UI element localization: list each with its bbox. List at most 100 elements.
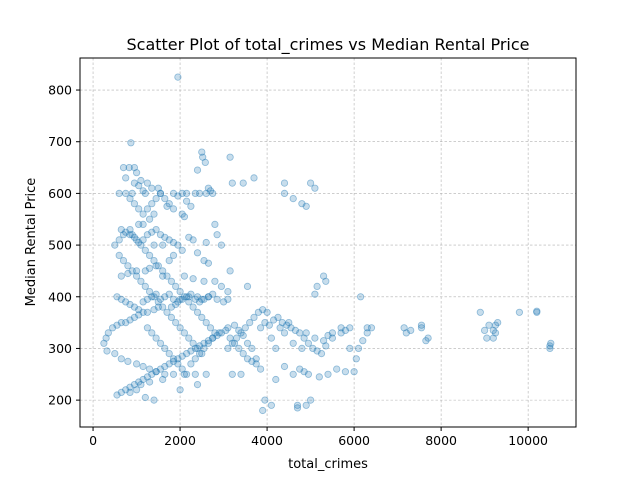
scatter-point <box>141 267 149 275</box>
y-tick-label: 800 <box>48 83 72 98</box>
scatter-point <box>180 370 188 378</box>
scatter-point <box>350 368 358 376</box>
scatter-point <box>272 375 280 384</box>
scatter-point <box>193 308 202 316</box>
scatter-point <box>137 380 145 389</box>
scatter-point <box>311 184 319 192</box>
scatter-point <box>191 370 199 378</box>
scatter-point <box>533 308 541 316</box>
scatter-point <box>213 331 221 340</box>
scatter-point <box>130 313 138 321</box>
scatter-point <box>122 298 130 306</box>
scatter-point <box>319 337 328 345</box>
scatter-point <box>163 272 171 280</box>
scatter-point <box>224 324 232 332</box>
scatter-point <box>143 295 151 303</box>
scatter-point <box>135 306 143 314</box>
scatter-point <box>298 344 306 352</box>
scatter-point <box>313 282 321 290</box>
scatter-point <box>133 360 141 368</box>
scatter-point <box>122 174 130 182</box>
scatter-point <box>133 272 141 280</box>
scatter-point <box>515 308 524 316</box>
scatter-point <box>141 246 149 254</box>
scatter-point <box>222 326 230 334</box>
scatter-point <box>183 349 191 358</box>
axis-ticks: 0 2000 4000 6000 8000 10000 200 300 400 500 600 700… <box>48 83 548 448</box>
scatter-point <box>165 290 173 298</box>
scatter-point <box>485 321 493 329</box>
y-tick-label: 200 <box>48 393 72 408</box>
scatter-point <box>224 287 232 296</box>
scatter-point <box>298 200 306 208</box>
scatter-point <box>480 326 489 334</box>
scatter-point <box>135 238 143 247</box>
scatter-point <box>143 373 151 381</box>
scatter-point <box>200 339 208 347</box>
scatter-point <box>187 290 195 298</box>
scatter-point <box>130 380 138 389</box>
scatter-point <box>165 200 173 208</box>
scatter-point <box>337 324 345 332</box>
scatter-point <box>489 326 497 334</box>
scatter-point <box>209 334 217 342</box>
scatter-point <box>328 334 336 342</box>
scatter-point <box>139 210 147 218</box>
scatter-point <box>169 355 178 363</box>
scatter-point <box>117 388 125 396</box>
scatter-point <box>126 388 134 396</box>
scatter-point <box>139 236 147 244</box>
scatter-point <box>126 231 134 239</box>
data-points <box>100 73 555 415</box>
scatter-point <box>293 404 302 412</box>
scatter-point <box>156 189 165 197</box>
scatter-point <box>146 251 154 259</box>
scatter-point <box>269 316 278 324</box>
scatter-point <box>213 231 221 239</box>
scatter-point <box>154 298 162 306</box>
scatter-point <box>165 349 173 358</box>
scatter-point <box>189 236 197 244</box>
scatter-point <box>122 189 130 197</box>
scatter-point <box>148 184 156 192</box>
scatter-point <box>115 236 123 244</box>
scatter-point <box>261 396 269 404</box>
scatter-point <box>306 179 315 187</box>
scatter-point <box>148 370 156 378</box>
scatter-point <box>402 329 410 337</box>
scatter-point <box>139 308 147 316</box>
scatter-point <box>228 339 236 347</box>
scatter-point <box>161 233 169 241</box>
scatter-point <box>296 365 304 373</box>
scatter-point <box>265 321 273 329</box>
x-tick-label: 0 <box>89 433 97 448</box>
scatter-point <box>211 220 219 228</box>
scatter-point <box>354 344 363 352</box>
scatter-point <box>193 293 202 301</box>
scatter-point <box>274 313 282 321</box>
scatter-point <box>176 295 184 303</box>
scatter-point <box>202 238 210 247</box>
scatter-point <box>239 349 247 358</box>
scatter-point <box>293 401 302 409</box>
scatter-point <box>217 282 225 290</box>
scatter-point <box>146 264 154 272</box>
scatter-point <box>187 360 195 368</box>
scatter-point <box>161 195 169 203</box>
scatter-point <box>322 277 330 285</box>
scatter-point <box>150 210 158 218</box>
scatter-point <box>150 256 158 265</box>
scatter-point <box>291 326 299 334</box>
scatter-point <box>211 329 219 337</box>
scatter-point <box>213 295 221 303</box>
scatter-point <box>102 334 110 342</box>
scatter-point <box>130 179 138 187</box>
scatter-point <box>143 231 151 239</box>
scatter-point <box>119 231 128 239</box>
scatter-point <box>126 300 134 309</box>
scatter-point <box>252 360 260 368</box>
scatter-point <box>280 362 289 371</box>
scatter-point <box>125 164 133 172</box>
